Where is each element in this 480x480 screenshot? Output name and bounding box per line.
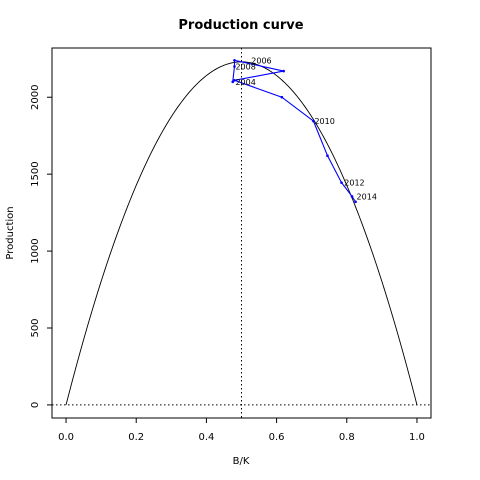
- trajectory-point: [233, 79, 236, 82]
- trajectory-point: [233, 65, 236, 68]
- year-label: 2010: [314, 117, 334, 126]
- trajectory-point: [282, 69, 285, 73]
- y-axis-label: Production: [5, 206, 16, 259]
- x-axis-label: B/K: [233, 456, 250, 467]
- y-tick-label: 2000: [30, 85, 41, 110]
- x-tick-label: 0.4: [198, 432, 214, 443]
- chart-title: Production curve: [178, 18, 303, 33]
- y-tick-label: 1500: [30, 161, 41, 186]
- year-label: 2014: [357, 192, 377, 201]
- trajectory-point: [231, 80, 235, 84]
- trajectory-point: [233, 59, 236, 62]
- x-tick-label: 0.6: [269, 432, 285, 443]
- x-tick-label: 0.0: [58, 432, 74, 443]
- x-tick-label: 1.0: [409, 432, 425, 443]
- year-label: 2006: [251, 56, 271, 65]
- y-tick-label: 500: [30, 318, 41, 337]
- y-tick-label: 1000: [30, 238, 41, 263]
- x-tick-label: 0.8: [339, 432, 355, 443]
- x-tick-label: 0.2: [128, 432, 144, 443]
- trajectory-point: [350, 195, 354, 198]
- trajectory-point: [326, 154, 329, 157]
- year-label: 2008: [235, 62, 255, 71]
- plot-area: 0.0 0.2 0.4 0.6 0.8 1.0 0 500 1000 1500 2000 2004 20…: [30, 47, 432, 443]
- trajectory-point: [340, 181, 343, 184]
- trajectory-point: [280, 95, 284, 99]
- trajectory-point: [354, 200, 357, 204]
- year-label: 2012: [344, 179, 364, 188]
- year-label: 2004: [235, 78, 255, 87]
- y-tick-label: 0: [30, 402, 41, 408]
- trajectory-point: [312, 119, 315, 123]
